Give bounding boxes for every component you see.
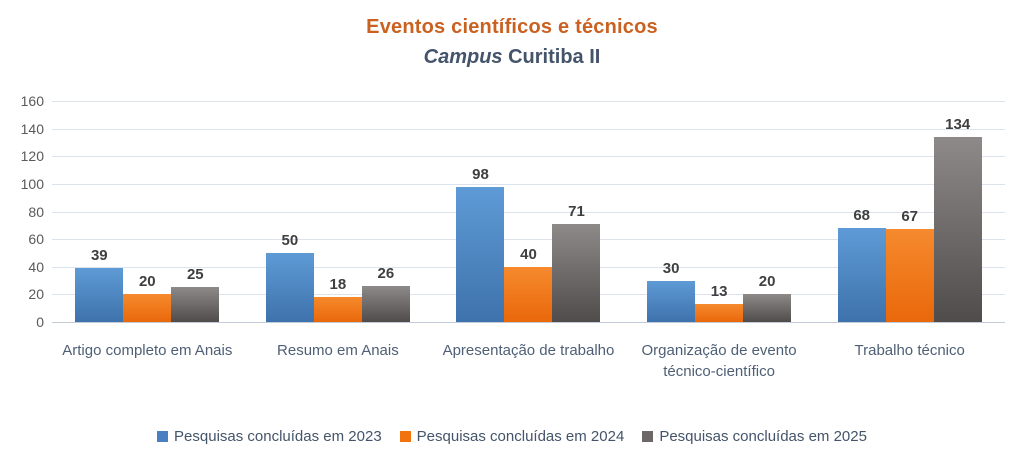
plot-area: 39 20 25 50 18 26 98 40 71 30 13 20 68 67 134 [52,101,1005,323]
category-label-2: Apresentação de trabalho [433,340,624,382]
bar-s1-c4 [885,229,934,322]
bar-column-s1-c3: 13 [695,101,744,322]
bar-column-s0-c3: 30 [647,101,696,322]
bar-column-s2-c4: 134 [933,101,982,322]
bar-column-s2-c2: 71 [552,101,601,322]
bar-value-label: 39 [90,247,108,265]
legend: Pesquisas concluídas em 2023 Pesquisas co… [0,428,1024,445]
y-tick-label-100: 100 [20,175,44,192]
category-label-text: Organização de evento técnico-científico [641,342,797,380]
bar-value-label: 30 [662,259,680,277]
y-tick-label-140: 140 [20,120,44,137]
bar-value-label: 13 [710,283,728,301]
legend-swatch-icon [157,431,169,442]
category-label-text: Resumo em Anais [277,342,399,359]
gridline-140 [52,128,1005,130]
bar-s2-c1 [361,286,410,322]
bar-s2-c3 [743,294,792,322]
category-label-3: Organização de evento técnico-científico [624,340,815,382]
bar-group-1: 50 18 26 [243,101,434,322]
bar-value-label: 98 [472,165,489,183]
bar-s1-c2 [504,266,553,322]
bar-s1-c3 [695,304,744,322]
bar-s2-c4 [933,136,982,322]
bar-column-s2-c3: 20 [743,101,792,322]
bar-group-4: 68 67 134 [814,101,1005,322]
category-label-0: Artigo completo em Anais [52,340,243,382]
y-tick-label-80: 80 [28,203,44,220]
bar-column-s0-c0: 39 [75,101,124,322]
chart-title: Eventos científicos e técnicos [366,16,658,38]
legend-swatch-icon [399,431,411,442]
bar-s2-c2 [552,223,601,322]
bar-column-s2-c0: 25 [171,101,220,322]
category-axis-labels: Artigo completo em Anais Resumo em Anais A… [52,340,1005,382]
gridline-80 [52,211,1005,213]
bar-value-label: 25 [186,266,204,284]
bar-column-s2-c1: 26 [361,101,410,322]
bar-value-label: 40 [520,245,537,263]
subtitle-rest: Curitiba II [502,46,601,68]
bar-column-s0-c4: 68 [837,101,886,322]
bar-s0-c3 [647,280,696,322]
bar-value-label: 26 [377,265,395,283]
subtitle-italic-part: Campus [423,46,503,68]
bar-column-s0-c1: 50 [265,101,314,322]
bar-value-label: 68 [853,207,871,225]
y-tick-label-40: 40 [28,258,44,275]
bar-value-label: 20 [138,273,156,291]
bar-column-s1-c2: 40 [504,101,553,322]
bar-s0-c4 [837,228,886,322]
bar-group-3: 30 13 20 [624,101,815,322]
legend-label: Pesquisas concluídas em 2023 [174,428,382,445]
legend-label: Pesquisas concluídas em 2025 [659,428,867,445]
legend-item-2: Pesquisas concluídas em 2025 [642,428,867,445]
bar-group-0: 39 20 25 [52,101,243,322]
bar-column-s1-c4: 67 [885,101,934,322]
bar-column-s1-c0: 20 [123,101,172,322]
category-label-4: Trabalho técnico [814,340,1005,382]
gridline-100 [52,183,1005,185]
gridline-160 [52,101,1005,102]
bar-group-2: 98 40 71 [433,101,624,322]
gridline-120 [52,156,1005,158]
category-label-text: Trabalho técnico [854,342,965,359]
bar-s0-c2 [456,186,505,322]
chart-subtitle: Campus Curitiba II [0,46,1024,69]
bar-s2-c0 [171,287,220,322]
gridline-0 [52,322,1005,323]
bar-value-label: 134 [945,115,971,133]
y-tick-label-120: 120 [20,148,44,165]
bar-column-s1-c1: 18 [313,101,362,322]
bar-s1-c0 [123,294,172,322]
legend-item-0: Pesquisas concluídas em 2023 [157,428,382,445]
bar-s1-c1 [313,297,362,322]
bar-value-label: 67 [901,208,919,226]
legend-swatch-icon [642,431,654,442]
bar-value-label: 50 [281,231,299,249]
bar-groups: 39 20 25 50 18 26 98 40 71 30 13 20 68 67 134 [52,101,1005,322]
gridline-60 [52,239,1005,241]
y-tick-label-160: 160 [20,93,44,109]
legend-item-1: Pesquisas concluídas em 2024 [399,428,625,445]
bar-value-label: 71 [568,202,585,220]
y-tick-label-60: 60 [28,231,44,248]
category-label-text: Apresentação de trabalho [442,342,615,359]
bar-s0-c0 [75,268,124,322]
bar-value-label: 20 [758,273,776,291]
legend-label: Pesquisas concluídas em 2024 [416,428,625,445]
y-tick-label-20: 20 [28,286,44,303]
y-tick-label-0: 0 [36,314,44,330]
bar-column-s0-c2: 98 [456,101,505,322]
bar-value-label: 18 [329,276,347,294]
category-label-1: Resumo em Anais [243,340,434,382]
category-label-text: Artigo completo em Anais [62,342,233,359]
bar-s0-c1 [265,252,314,322]
